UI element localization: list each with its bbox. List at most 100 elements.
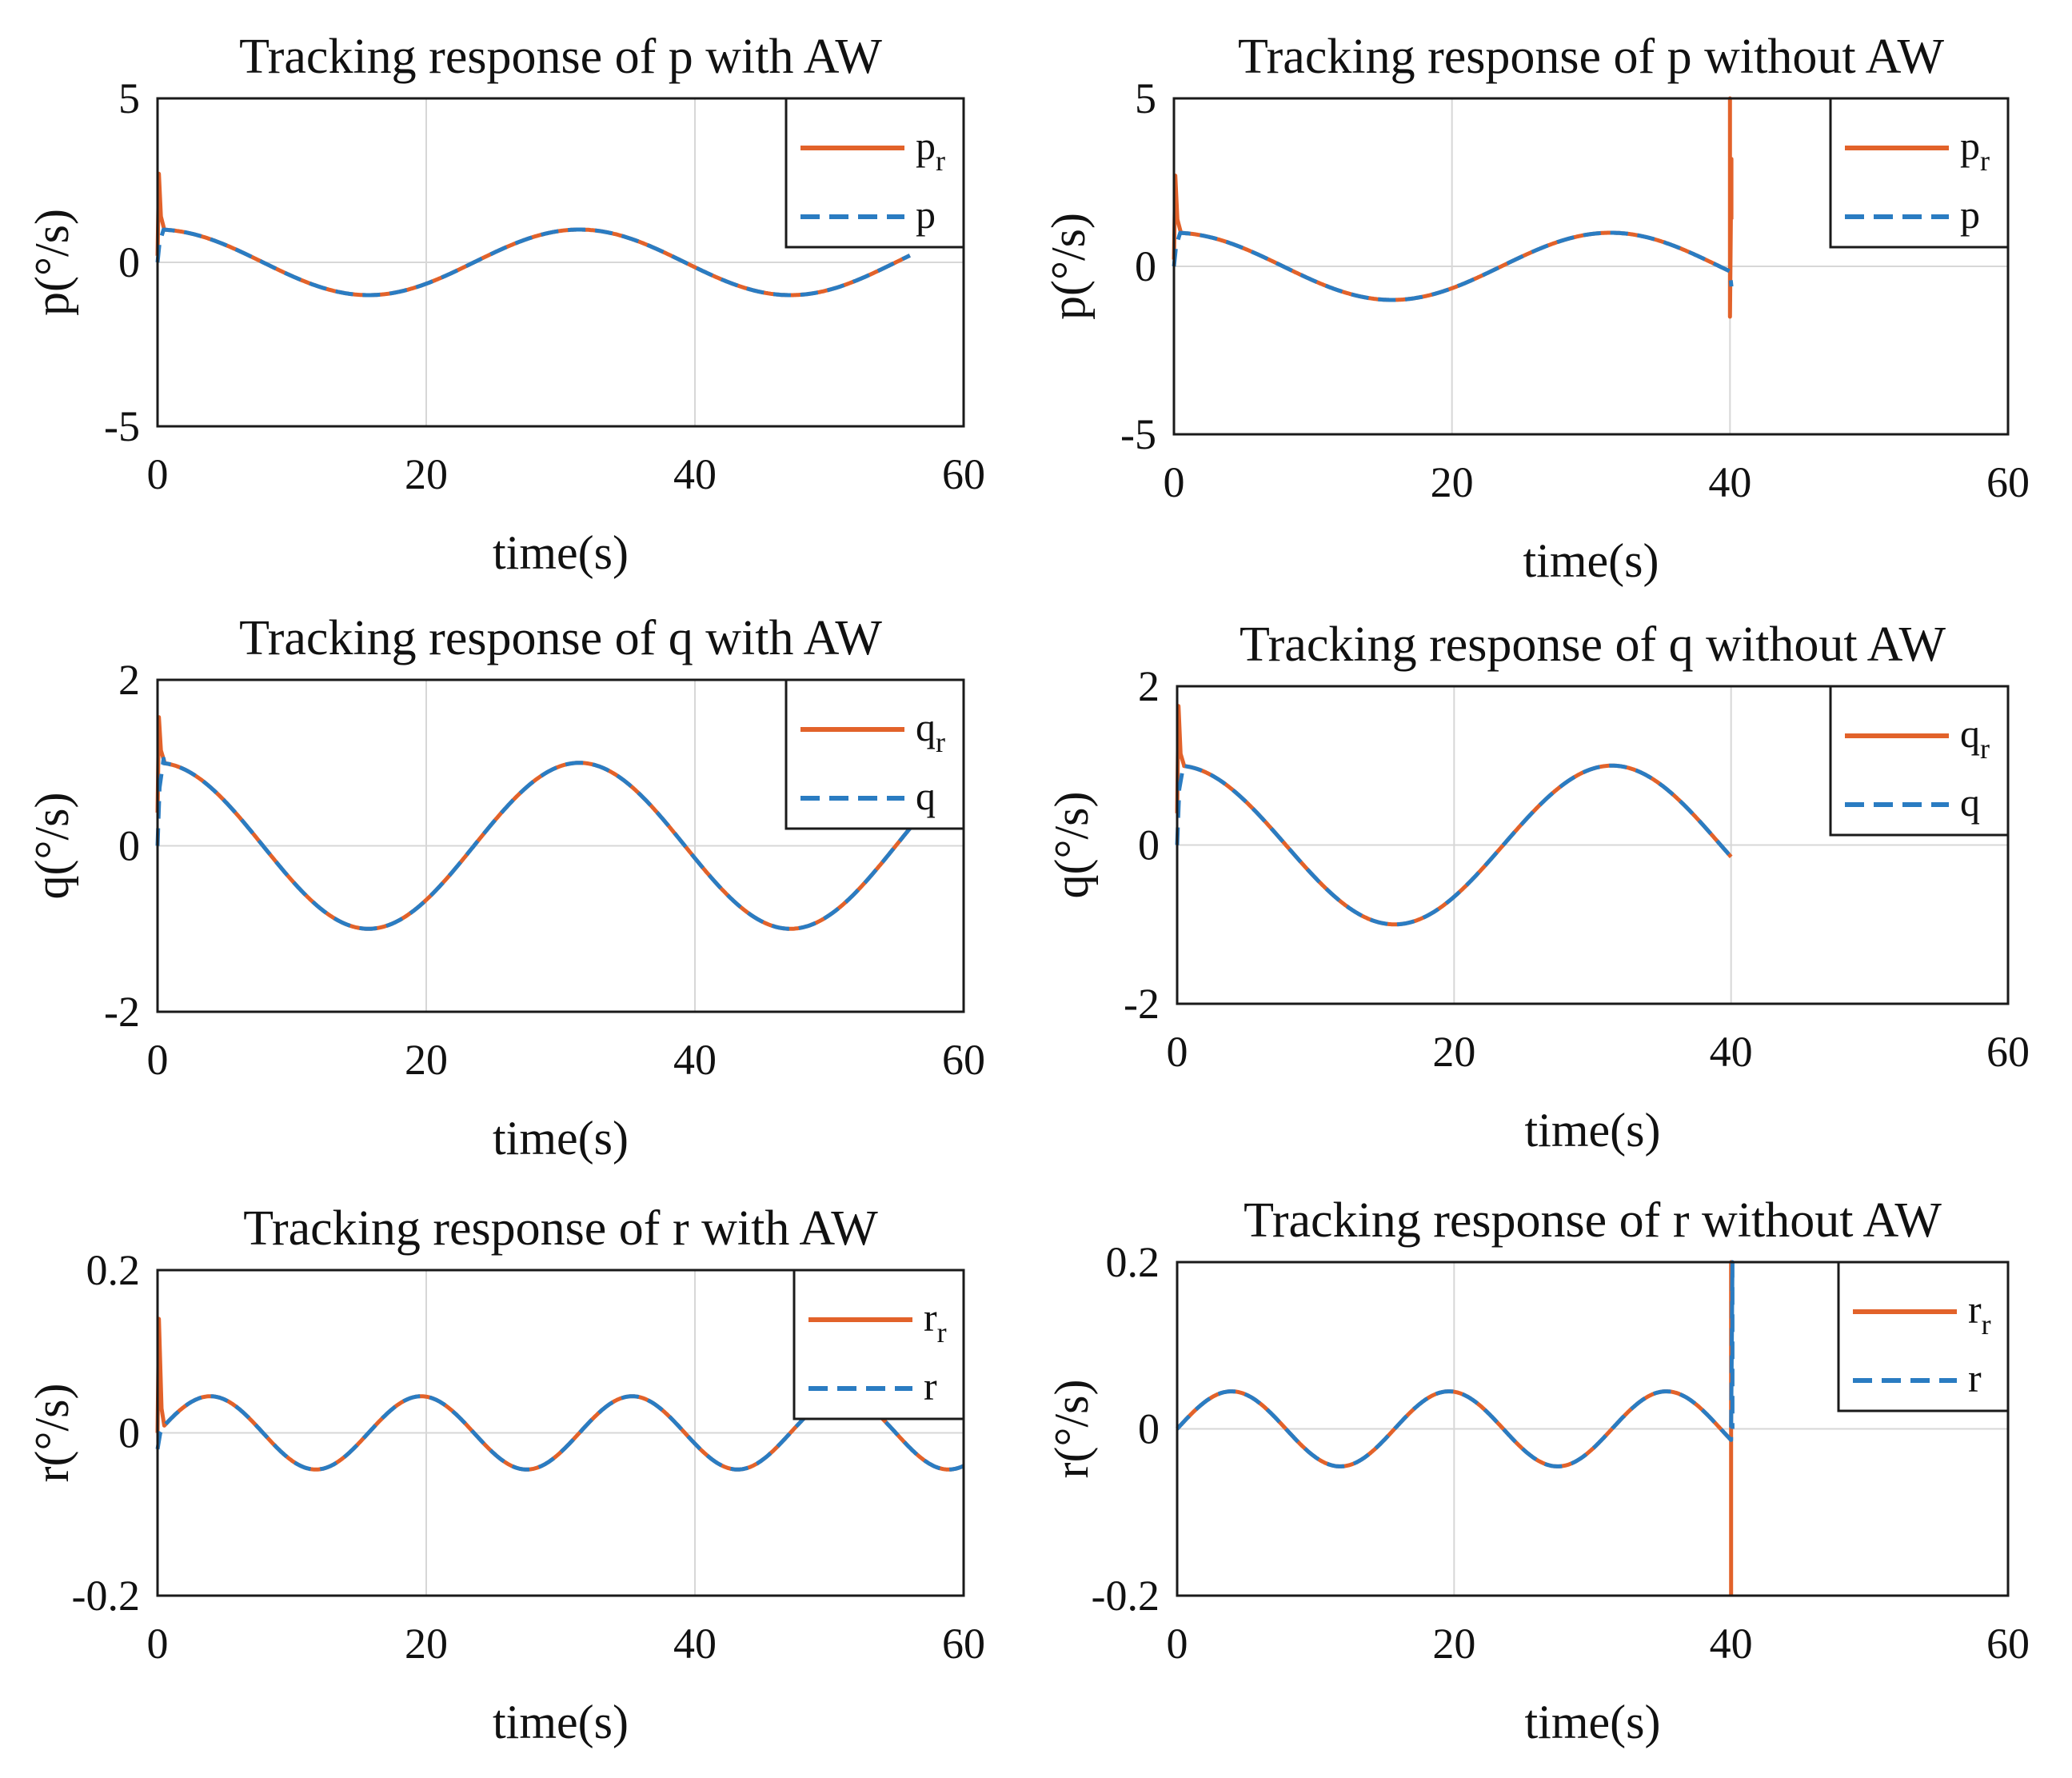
x-tick-label: 0 (147, 1620, 169, 1668)
x-tick-label: 40 (673, 1620, 717, 1668)
legend-label: qr (916, 705, 945, 758)
legend-label-base: p (1960, 123, 1980, 168)
legend: rrr (1837, 1261, 2010, 1412)
x-tick-label: 40 (1710, 1028, 1753, 1076)
legend-label-base: q (1960, 711, 1980, 756)
x-tick-label: 60 (1986, 1028, 2030, 1076)
legend-box (784, 678, 965, 830)
y-axis-label: p(°/s) (26, 209, 78, 316)
series-line-actual (1176, 1260, 1735, 1468)
y-axis-label: p(°/s) (1042, 213, 1095, 320)
y-tick-label: 2 (118, 656, 140, 704)
legend-label-subscript: r (936, 726, 945, 758)
legend-label: p (916, 192, 936, 237)
plot-frame (156, 678, 965, 1013)
chart-title: Tracking response of q without AW (1240, 617, 1946, 672)
x-tick-label: 40 (673, 450, 717, 498)
legend-label-base: p (916, 123, 936, 168)
legend-label-subscript: r (936, 145, 945, 177)
y-axis-label: r(°/s) (26, 1384, 78, 1483)
legend-label-base: p (916, 192, 936, 237)
x-tick-label: 20 (405, 1620, 448, 1668)
x-tick-label: 20 (405, 450, 448, 498)
y-axis-label: q(°/s) (1045, 792, 1098, 899)
legend-label: p (1960, 192, 1980, 237)
y-axis-label: q(°/s) (26, 793, 78, 900)
x-tick-label: 0 (1164, 458, 1185, 506)
x-tick-label: 40 (1708, 458, 1751, 506)
y-tick-label: -5 (1120, 410, 1156, 458)
x-tick-label: 60 (1986, 1620, 2030, 1668)
legend-label: q (916, 773, 936, 818)
x-tick-label: 60 (942, 450, 985, 498)
legend-label-base: r (1968, 1356, 1982, 1400)
x-axis-label: time(s) (1525, 1104, 1661, 1157)
y-tick-label: 2 (1138, 662, 1160, 710)
y-tick-label: -5 (104, 402, 140, 450)
y-tick-label: 0 (118, 822, 140, 870)
y-tick-label: 0 (118, 1409, 140, 1457)
legend: prp (1829, 97, 2010, 249)
x-tick-label: 60 (942, 1036, 985, 1084)
y-tick-label: 0.2 (86, 1246, 141, 1294)
x-axis-label: time(s) (1523, 534, 1659, 587)
legend-label: rr (924, 1295, 947, 1348)
legend-box (1829, 685, 2010, 837)
plot-frame (1172, 97, 2010, 436)
legend-label: r (1968, 1356, 1982, 1400)
legend-label-subscript: r (1980, 733, 1990, 765)
y-tick-label: 5 (118, 74, 140, 122)
x-tick-label: 0 (147, 1036, 169, 1084)
y-tick-label: 5 (1135, 74, 1156, 122)
x-tick-label: 20 (1432, 1028, 1475, 1076)
x-tick-label: 40 (1710, 1620, 1753, 1668)
y-axis-label: r(°/s) (1045, 1380, 1098, 1479)
legend-label: q (1960, 780, 1980, 825)
legend-label-base: p (1960, 192, 1980, 237)
legend: prp (784, 97, 965, 249)
legend-box (1837, 1261, 2010, 1412)
legend-label-base: r (924, 1364, 937, 1408)
plot-frame (1176, 1261, 2010, 1597)
x-tick-label: 60 (942, 1620, 985, 1668)
legend-box (1829, 97, 2010, 249)
chart-title: Tracking response of q with AW (239, 611, 882, 665)
y-tick-label: -0.2 (1092, 1572, 1160, 1620)
y-tick-label: 0.2 (1106, 1238, 1160, 1286)
legend-label: qr (1960, 711, 1990, 765)
y-tick-label: 0 (1138, 821, 1160, 869)
legend-box (792, 1269, 965, 1420)
chart-title: Tracking response of r with AW (243, 1201, 878, 1256)
x-axis-label: time(s) (1525, 1696, 1661, 1748)
y-tick-label: -2 (1124, 980, 1160, 1028)
legend-label-subscript: r (1982, 1309, 1991, 1340)
x-tick-label: 20 (405, 1036, 448, 1084)
legend-box (784, 97, 965, 249)
legend-label: r (924, 1364, 937, 1408)
plot-frame (156, 97, 965, 428)
x-tick-label: 20 (1432, 1620, 1475, 1668)
legend-label: rr (1968, 1287, 1991, 1340)
x-axis-label: time(s) (493, 1696, 629, 1748)
x-axis-label: time(s) (493, 1112, 629, 1165)
y-tick-label: 0 (1138, 1405, 1160, 1453)
x-tick-label: 20 (1431, 458, 1474, 506)
legend-label-base: q (1960, 780, 1980, 825)
y-tick-label: 0 (118, 238, 140, 286)
legend: rrr (792, 1269, 965, 1420)
x-tick-label: 60 (1986, 458, 2030, 506)
series-line-actual (1175, 763, 1733, 927)
legend-label-base: r (924, 1295, 937, 1340)
series-line-actual (155, 227, 911, 298)
x-tick-label: 0 (1167, 1620, 1188, 1668)
legend-label-base: q (916, 705, 936, 749)
x-axis-label: time(s) (493, 526, 629, 579)
chart-title: Tracking response of p without AW (1238, 30, 1945, 84)
chart-title: Tracking response of p with AW (239, 30, 882, 84)
